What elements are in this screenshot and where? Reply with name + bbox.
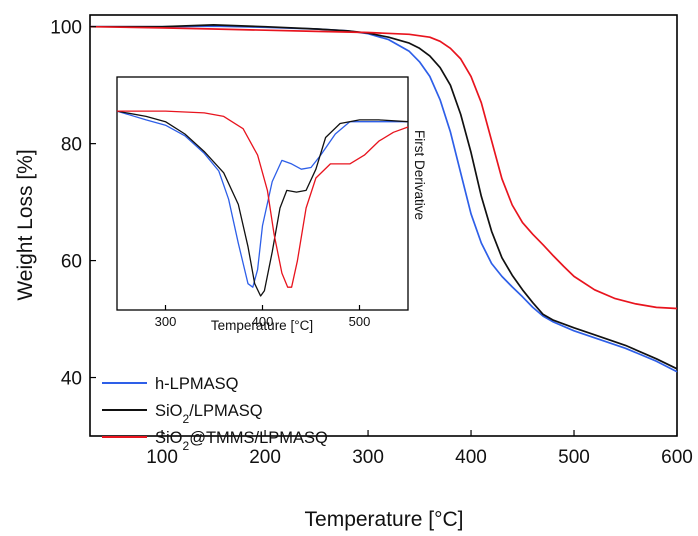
y-tick-label-80: 80 <box>61 135 82 156</box>
inset-x-tick-label-300: 300 <box>155 314 177 329</box>
inset-x-tick-label-500: 500 <box>349 314 371 329</box>
x-tick-label-600: 600 <box>661 447 693 468</box>
series-line-sio2-tmms-lpmasq <box>89 25 678 310</box>
legend-label-h-lpmasq: h-LPMASQ <box>155 375 239 393</box>
x-tick-label-200: 200 <box>249 447 281 468</box>
inset-series-group <box>116 110 409 297</box>
main-y-axis-title: Weight Loss [%] <box>14 149 37 300</box>
inset-frame <box>116 76 409 311</box>
x-tick-label-500: 500 <box>558 447 590 468</box>
y-tick-label-60: 60 <box>61 252 82 273</box>
y-tick-label-100: 100 <box>50 18 82 39</box>
inset-axis-ticks: 300 400 500 <box>155 305 371 329</box>
main-series-group <box>89 24 678 373</box>
x-tick-label-300: 300 <box>352 447 384 468</box>
inset-series-line-sio2-lpmasq <box>116 110 409 297</box>
x-tick-label-400: 400 <box>455 447 487 468</box>
legend-label-sio2-tmms-lpmasq: SiO2@TMMS/LPMASQ <box>155 429 328 453</box>
x-tick-label-100: 100 <box>146 447 178 468</box>
series-line-sio2-lpmasq <box>90 24 678 370</box>
main-x-axis-title: Temperature [°C] <box>305 508 464 531</box>
y-tick-label-40: 40 <box>61 369 82 390</box>
inset-series-line-sio2-tmms-lpmasq <box>117 110 409 288</box>
inset-derivative-plot: 300 400 500 Temperature [°C] First Derivat… <box>116 76 427 333</box>
inset-y-axis-title: First Derivative <box>412 130 427 220</box>
legend-label-sio2-lpmasq: SiO2/LPMASQ <box>155 402 263 426</box>
inset-x-tick-label-400: 400 <box>252 314 274 329</box>
inset-x-axis-title: Temperature [°C] <box>211 318 313 333</box>
legend: h-LPMASQ SiO2/LPMASQ SiO2@TMMS/LPMASQ <box>102 375 328 453</box>
inset-series-line-h-lpmasq <box>116 110 408 288</box>
main-plot-frame <box>89 14 678 437</box>
main-axis-ticks: 100 200 300 400 500 600 40 60 80 100 <box>50 18 693 468</box>
